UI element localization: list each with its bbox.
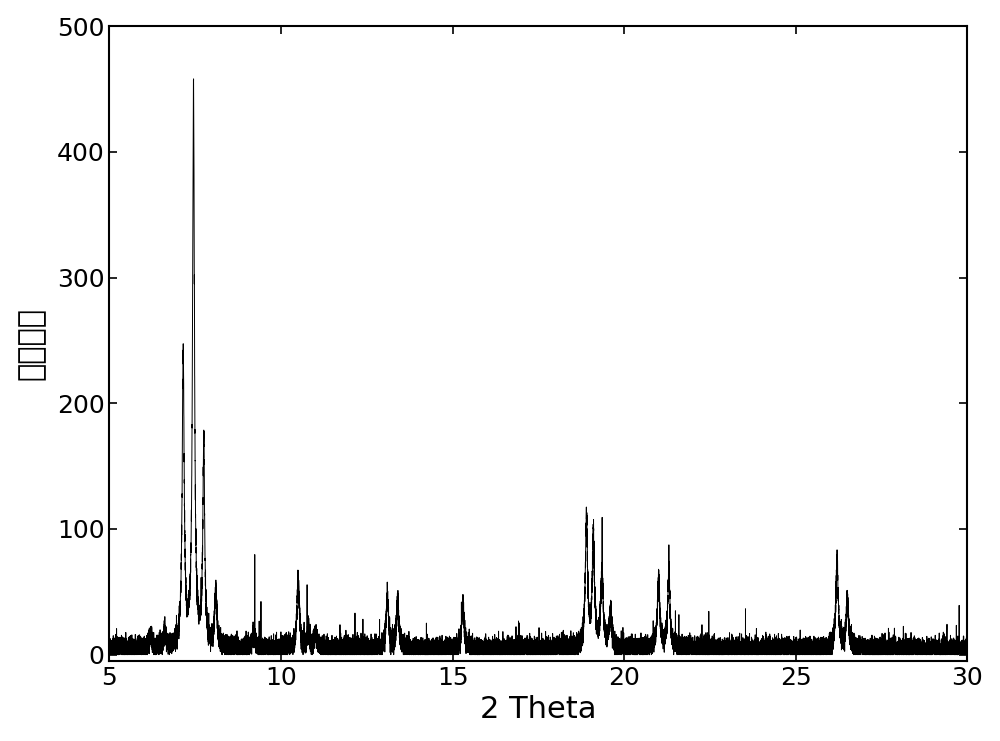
Y-axis label: 衍射强度: 衍射强度 xyxy=(17,307,46,380)
X-axis label: 2 Theta: 2 Theta xyxy=(480,695,597,725)
